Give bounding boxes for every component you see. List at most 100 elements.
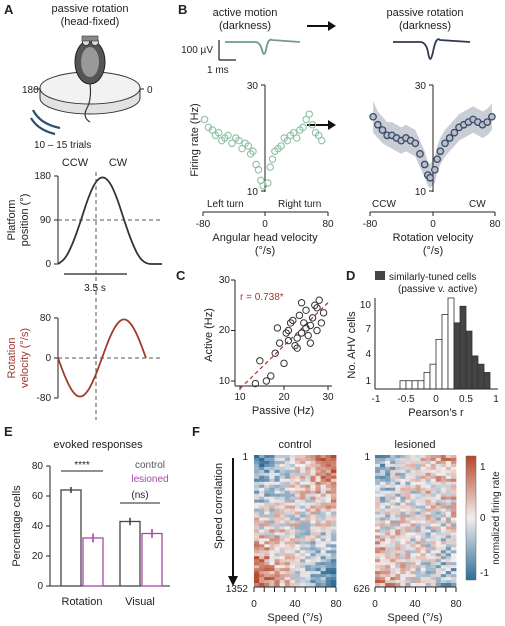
heatmap-cell [320, 490, 327, 495]
heatmap-cell [289, 553, 296, 557]
c-ytick-10: 10 [219, 376, 231, 387]
heatmap-cell [430, 478, 437, 483]
heatmap-cell [380, 469, 386, 474]
heatmap-cell [310, 565, 316, 569]
panel-c: C 10 20 30 10 20 30 Passive (Hz) Active … [176, 268, 334, 417]
heatmap-cell [415, 493, 421, 498]
heatmap-cell [315, 478, 322, 483]
heatmap-cell [289, 469, 296, 474]
heatmap-cell [300, 472, 306, 477]
c-ytick-20: 20 [219, 325, 231, 336]
heatmap-cell [420, 466, 427, 471]
panel-b-letter: B [178, 2, 187, 17]
heatmap-cell [300, 556, 306, 560]
heatmap-cell [269, 571, 275, 575]
heatmap-cell [440, 532, 447, 536]
heatmap-cell [405, 541, 411, 545]
heatmap-cell [284, 520, 291, 524]
heatmap-cell [445, 565, 452, 569]
f-control-bottom-row: 1352 [226, 584, 249, 595]
heatmap-cell [425, 562, 432, 566]
heatmap-cell [325, 532, 332, 536]
heatmap-cell [259, 475, 265, 480]
heatmap-cell [445, 553, 452, 557]
heatmap-cell [385, 499, 391, 504]
heatmap-cell [385, 559, 391, 563]
heatmap-cell [380, 460, 386, 465]
heatmap-cell [380, 526, 386, 530]
heatmap-cell [269, 547, 275, 551]
heatmap-cell [405, 508, 411, 512]
heatmap-cell [295, 484, 301, 489]
active-scatter-point [266, 163, 274, 171]
heatmap-cell [400, 571, 406, 575]
heatmap-cell [295, 529, 301, 533]
heatmap-cell [430, 559, 437, 563]
heatmap-cell [440, 505, 447, 509]
heatmap-cell [305, 469, 311, 474]
heatmap-cell [385, 517, 391, 521]
heatmap-cell [390, 499, 396, 504]
heatmap-cell [289, 517, 296, 521]
heatmap-cell [284, 529, 291, 533]
heatmap-cell [320, 538, 327, 542]
heatmap-cell [320, 493, 327, 498]
left-turn-label: Left turn [207, 199, 244, 210]
heatmap-cell [330, 508, 337, 512]
active-scatter-point [214, 128, 223, 137]
heatmap-cell [385, 550, 391, 554]
heatmap-cell [435, 544, 442, 548]
heatmap-cell [259, 538, 265, 542]
heatmap-cell [415, 580, 421, 584]
heatmap-cell [300, 526, 306, 530]
heatmap-cell [450, 499, 457, 504]
heatmap-cell [274, 511, 281, 515]
heatmap-cell [430, 568, 437, 572]
heatmap-cell [279, 538, 286, 542]
heatmap-cell [274, 493, 281, 498]
heatmap-cell [320, 556, 327, 560]
heatmap-cell [385, 460, 391, 465]
heatmap-cell [445, 511, 452, 515]
heatmap-cell [390, 538, 396, 542]
heatmap-cell [415, 463, 421, 468]
heatmap-cell [259, 550, 265, 554]
heatmap-cell [390, 556, 396, 560]
heatmap-cell [310, 475, 316, 480]
heatmap-cell [395, 580, 401, 584]
heatmap-cell [400, 526, 406, 530]
heatmap-cell [279, 565, 286, 569]
heatmap-cell [440, 490, 447, 495]
heatmap-cell [410, 550, 416, 554]
heatmap-cell [395, 487, 401, 492]
heatmap-cell [254, 541, 260, 545]
heatmap-cell [380, 466, 386, 471]
heatmap-cell [415, 547, 421, 551]
heatmap-cell [254, 529, 260, 533]
platform-angle-180: 180 [22, 85, 39, 96]
heatmap-cell [300, 457, 306, 462]
heatmap-cell [310, 553, 316, 557]
heatmap-cell [320, 505, 327, 509]
heatmap-cell [425, 475, 432, 480]
heatmap-cell [279, 455, 286, 459]
passive-ytick-10: 10 [415, 187, 427, 198]
heatmap-cell [284, 466, 291, 471]
heatmap-cell [405, 535, 411, 539]
heatmap-cell [435, 469, 442, 474]
heatmap-cell [440, 496, 447, 501]
active-scatter-point [264, 179, 272, 187]
heatmap-cell [435, 487, 442, 492]
heatmap-cell [385, 565, 391, 569]
heatmap-cell [300, 577, 306, 581]
heatmap-cell [295, 547, 301, 551]
heatmap-cell [385, 574, 391, 578]
d-histogram-bar [399, 380, 407, 390]
c-scatter-point [273, 324, 282, 332]
heatmap-cell [400, 559, 406, 563]
heatmap-cell [380, 455, 386, 459]
heatmap-cell [330, 568, 337, 572]
heatmap-cell [274, 562, 281, 566]
heatmap-cell [425, 466, 432, 471]
heatmap-cell [400, 508, 406, 512]
